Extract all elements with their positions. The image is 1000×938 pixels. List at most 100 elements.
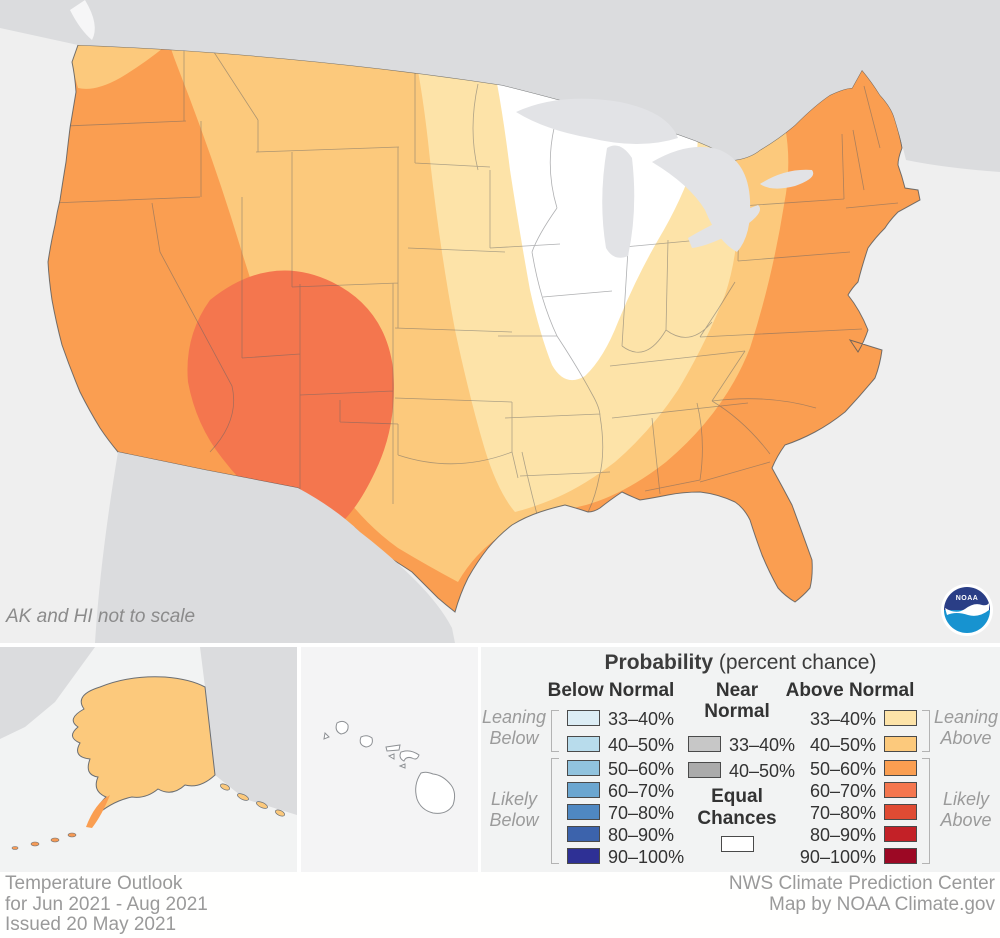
island-molokai: [385, 744, 401, 752]
near-normal-header-line1: Near: [715, 680, 759, 701]
swatch-below-40-50: [567, 736, 600, 752]
swatch-below-50-60: [567, 760, 600, 776]
island-oahu: [359, 735, 373, 748]
near-40-50-label: 40–50%: [729, 761, 796, 781]
below-33-40-label: 33–40%: [608, 709, 675, 729]
footer-left: Temperature Outlook for Jun 2021 - Aug 2…: [5, 873, 208, 936]
alaska-inset-map: [0, 647, 297, 872]
legend-title-bold: Probability: [604, 651, 714, 674]
island-kahoolawe: [398, 763, 406, 769]
scale-note: AK and HI not to scale: [6, 606, 196, 627]
swatch-near-33-40: [688, 736, 721, 752]
island-niihau: [323, 731, 330, 740]
leaning-below-line1: Leaning: [481, 707, 547, 727]
hawaii-ocean: [301, 647, 478, 872]
below-50-60-label: 50–60%: [608, 759, 675, 779]
leaning-above-line1: Leaning: [933, 707, 999, 727]
hawaiian-islands: [323, 720, 456, 814]
above-70-80-label: 70–80%: [809, 803, 876, 823]
lake-ontario: [760, 169, 814, 189]
leaning-above-bracket: [922, 710, 930, 752]
above-normal-header: Above Normal: [785, 680, 915, 701]
swatch-below-33-40: [567, 710, 600, 726]
leaning-above-line2: Above: [940, 728, 992, 748]
above-33-40-label: 33–40%: [809, 709, 876, 729]
hawaii-inset-map: [301, 647, 478, 872]
swatch-above-80-90: [884, 826, 917, 842]
swatch-equal-chances: [721, 836, 754, 852]
above-80-90-label: 80–90%: [809, 825, 876, 845]
legend-title: Probability (percent chance): [481, 651, 1000, 675]
near-normal-header: Near Normal: [697, 680, 777, 722]
alaska-svg: [0, 647, 297, 872]
swatch-above-60-70: [884, 782, 917, 798]
leaning-below-bracket: [551, 710, 559, 752]
footer-credit: Map by NOAA Climate.gov: [769, 893, 995, 915]
canada-landmass: [0, 0, 1000, 172]
swatch-above-70-80: [884, 804, 917, 820]
mexico-landmass: [95, 452, 455, 643]
russia-landmass: [0, 647, 95, 739]
swatch-below-80-90: [567, 826, 600, 842]
island-kauai: [335, 720, 349, 735]
swatch-below-70-80: [567, 804, 600, 820]
lake-erie: [688, 205, 760, 248]
leaning-above-label: Leaning Above: [933, 707, 999, 749]
swatch-near-40-50: [688, 762, 721, 778]
footer-right: NWS Climate Prediction Center Map by NOA…: [728, 873, 995, 915]
likely-below-line2: Below: [489, 810, 539, 830]
equal-chances-label: Equal Chances: [697, 786, 777, 830]
band-above-60-70: [187, 270, 394, 531]
us-outline: [47, 44, 921, 613]
great-lakes: [516, 98, 814, 258]
noaa-logo-svg: NOAA: [941, 584, 993, 636]
state-borders: [51, 45, 899, 519]
conus-outlook-map: AK and HI not to scale NOAA: [0, 0, 1000, 643]
swatch-above-50-60: [884, 760, 917, 776]
likely-below-label: Likely Below: [481, 789, 547, 831]
island-lanai: [387, 753, 395, 760]
below-80-90-label: 80–90%: [608, 825, 675, 845]
near-33-40-label: 33–40%: [729, 735, 796, 755]
likely-below-line1: Likely: [490, 789, 538, 809]
equal-chances-line1: Equal: [711, 786, 763, 807]
likely-above-bracket: [922, 758, 930, 864]
near-normal-header-line2: Normal: [704, 701, 770, 722]
swatch-below-90-100: [567, 848, 600, 864]
above-90-100-label: 90–100%: [799, 847, 876, 867]
below-normal-header: Below Normal: [547, 680, 675, 701]
footer-source: NWS Climate Prediction Center: [728, 873, 995, 894]
noaa-logo-bottom: [944, 610, 990, 633]
probability-legend: Probability (percent chance) Below Norma…: [481, 647, 1000, 872]
aleutian-islands: [11, 832, 77, 850]
footer-issued: Issued 20 May 2021: [5, 914, 177, 935]
lake-superior: [516, 98, 678, 144]
canada-landmass-ak: [200, 647, 297, 815]
footer-title: Temperature Outlook: [5, 873, 183, 894]
below-70-80-label: 70–80%: [608, 803, 675, 823]
above-60-70-label: 60–70%: [809, 781, 876, 801]
lake-michigan: [602, 145, 635, 258]
likely-below-bracket: [551, 758, 559, 864]
island-hawaii: [415, 771, 456, 814]
below-90-100-label: 90–100%: [608, 847, 685, 867]
southeast-archipelago: [219, 783, 286, 817]
swatch-above-33-40: [884, 710, 917, 726]
below-60-70-label: 60–70%: [608, 781, 675, 801]
leaning-below-line2: Below: [489, 728, 539, 748]
below-40-50-label: 40–50%: [608, 735, 675, 755]
likely-above-line2: Above: [940, 810, 992, 830]
footer: Temperature Outlook for Jun 2021 - Aug 2…: [0, 872, 1000, 938]
vancouver-island: [70, 0, 95, 40]
footer-period: for Jun 2021 - Aug 2021: [5, 893, 208, 915]
noaa-seagull-icon: [945, 603, 989, 616]
equal-chances-line2: Chances: [697, 808, 777, 829]
above-50-60-label: 50–60%: [809, 759, 876, 779]
alaska-peninsula-50-60: [86, 795, 110, 828]
alaska-mainland: [72, 676, 216, 826]
hawaii-svg: [301, 647, 478, 872]
likely-above-label: Likely Above: [933, 789, 999, 831]
legend-title-rest: (percent chance): [713, 651, 877, 674]
noaa-logo: NOAA: [941, 584, 993, 636]
